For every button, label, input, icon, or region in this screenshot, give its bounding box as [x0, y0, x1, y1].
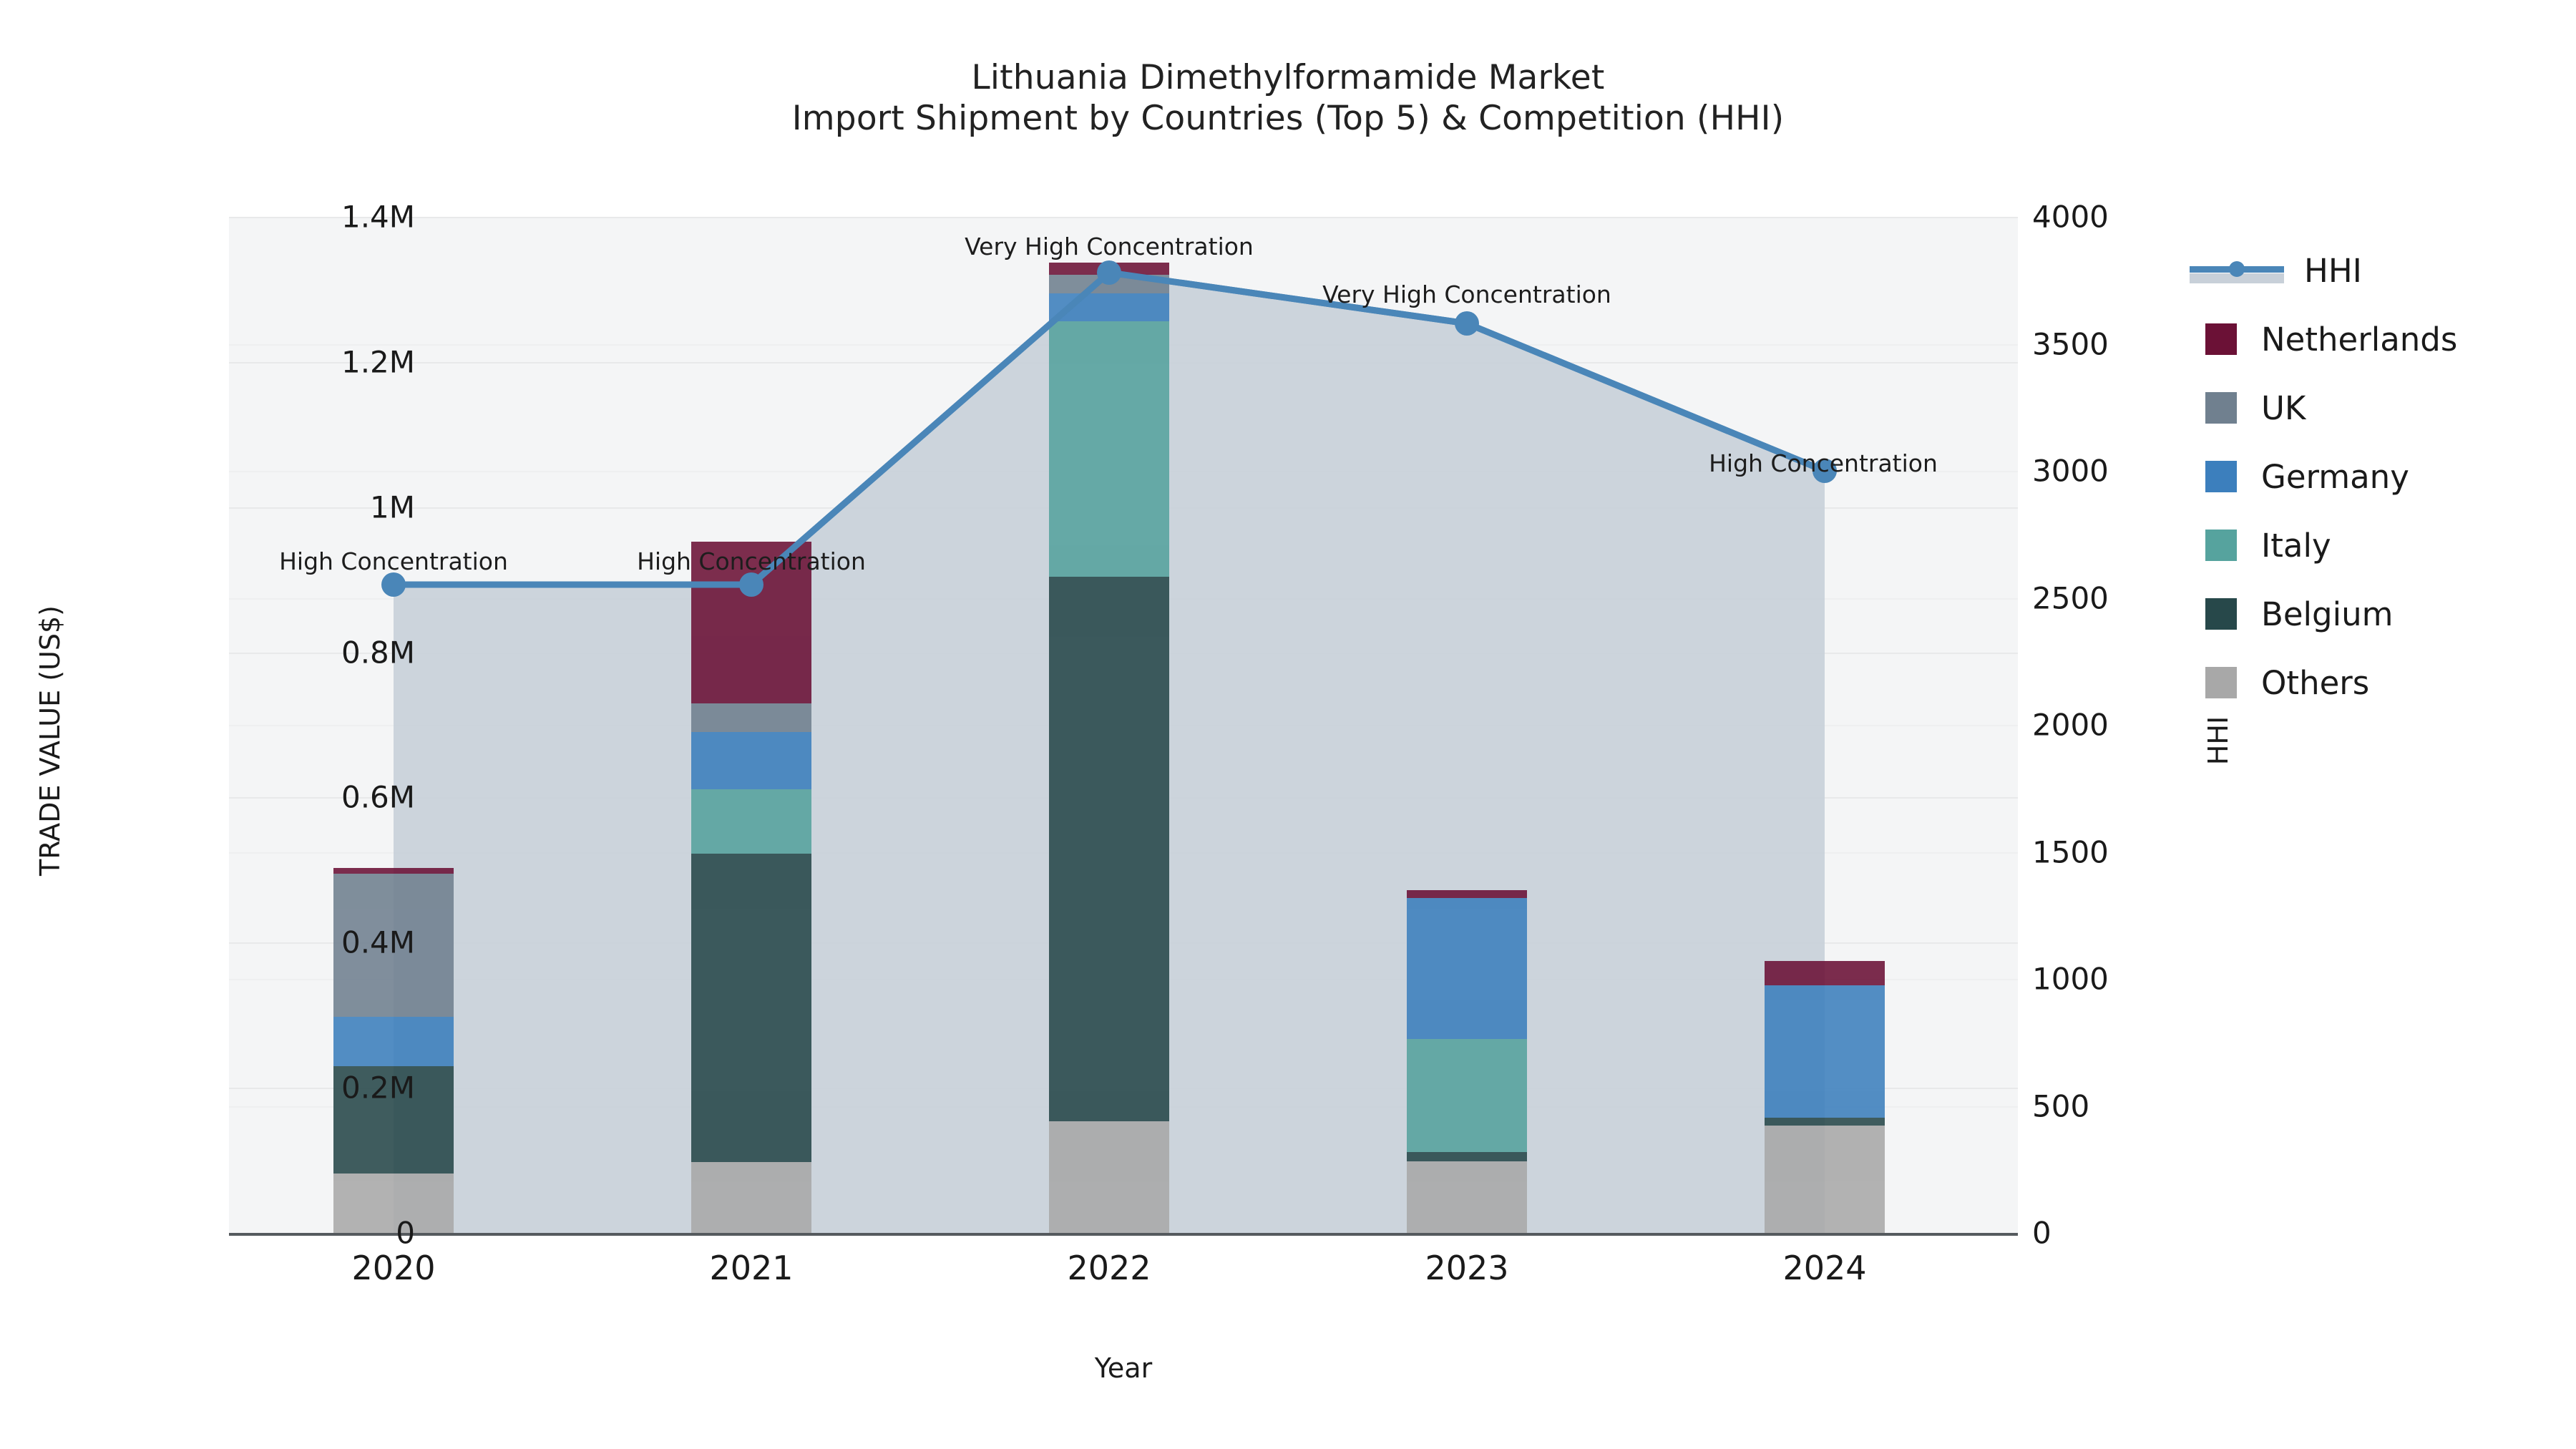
ytick-left-0.4M: 0.4M: [341, 924, 415, 960]
xtick-2022: 2022: [1067, 1249, 1151, 1287]
x-axis-line: [229, 1233, 2018, 1236]
ytick-right-1500: 1500: [2032, 834, 2109, 869]
bar-segment-italy[interactable]: [1049, 321, 1169, 577]
legend-swatch-netherlands: [2205, 323, 2237, 355]
ytick-left-0: 0: [396, 1215, 415, 1251]
legend: HHI Netherlands UK Germany Italy Belgium…: [2190, 236, 2457, 717]
bar-segment-others[interactable]: [333, 1174, 454, 1233]
bar-segment-belgium[interactable]: [333, 1066, 454, 1174]
bar-segment-uk[interactable]: [333, 874, 454, 1017]
ytick-right-2500: 2500: [2032, 580, 2109, 615]
ytick-left-0.8M: 0.8M: [341, 635, 415, 670]
legend-item-uk[interactable]: UK: [2190, 374, 2457, 442]
bar-2022[interactable]: [1049, 263, 1169, 1233]
x-axis-label: Year: [1094, 1352, 1153, 1384]
ytick-right-500: 500: [2032, 1088, 2090, 1123]
bar-segment-belgium[interactable]: [691, 854, 811, 1162]
hhi-point-2023: [1455, 311, 1479, 336]
y-axis-label-left: TRADE VALUE (US$): [34, 605, 66, 876]
legend-label-belgium: Belgium: [2261, 595, 2394, 633]
xtick-2023: 2023: [1425, 1249, 1509, 1287]
ytick-left-1M: 1M: [370, 489, 415, 525]
bar-segment-uk[interactable]: [691, 703, 811, 732]
legend-item-germany[interactable]: Germany: [2190, 442, 2457, 511]
legend-label-uk: UK: [2261, 389, 2306, 427]
bar-2023[interactable]: [1407, 890, 1527, 1233]
xtick-2024: 2024: [1782, 1249, 1867, 1287]
bar-segment-germany[interactable]: [691, 732, 811, 789]
bar-segment-netherlands[interactable]: [691, 542, 811, 703]
chart-title: Lithuania Dimethylformamide Market Impor…: [0, 57, 2576, 140]
legend-label-germany: Germany: [2261, 457, 2409, 496]
legend-item-others[interactable]: Others: [2190, 648, 2457, 717]
hhi-markers: [381, 260, 1837, 597]
legend-swatch-belgium: [2205, 598, 2237, 630]
bar-segment-others[interactable]: [1049, 1121, 1169, 1233]
plot-area: [229, 217, 2018, 1234]
hhi-point-2020: [381, 572, 406, 597]
ytick-left-1.4M: 1.4M: [341, 199, 415, 235]
legend-swatch-italy: [2205, 530, 2237, 561]
bar-segment-netherlands[interactable]: [1407, 890, 1527, 898]
hhi-point-2021: [739, 572, 763, 597]
bar-segment-others[interactable]: [691, 1162, 811, 1233]
hhi-point-2024: [1813, 459, 1837, 483]
legend-label-italy: Italy: [2261, 526, 2331, 565]
annotation-2021: High Concentration: [637, 547, 866, 575]
ytick-left-0.2M: 0.2M: [341, 1070, 415, 1106]
chart-title-line-1: Lithuania Dimethylformamide Market: [971, 58, 1605, 97]
legend-swatch-germany: [2205, 461, 2237, 492]
bar-segment-belgium[interactable]: [1049, 577, 1169, 1121]
bar-2021[interactable]: [691, 542, 811, 1233]
legend-label-others: Others: [2261, 663, 2370, 702]
hhi-point-2022: [1097, 260, 1121, 285]
annotation-2022: Very High Concentration: [965, 233, 1254, 260]
bar-segment-belgium[interactable]: [1407, 1152, 1527, 1161]
ytick-right-4000: 4000: [2032, 199, 2109, 235]
legend-item-hhi[interactable]: HHI: [2190, 236, 2457, 305]
ytick-left-1.2M: 1.2M: [341, 344, 415, 380]
legend-label-hhi: HHI: [2304, 251, 2362, 290]
bar-segment-germany[interactable]: [333, 1017, 454, 1066]
ytick-right-1000: 1000: [2032, 961, 2109, 997]
xtick-2021: 2021: [709, 1249, 794, 1287]
chart-title-line-2: Import Shipment by Countries (Top 5) & C…: [791, 99, 1785, 139]
bar-2024[interactable]: [1765, 961, 1885, 1233]
ytick-right-2000: 2000: [2032, 707, 2109, 743]
bar-segment-germany[interactable]: [1407, 898, 1527, 1039]
ytick-right-3000: 3000: [2032, 453, 2109, 489]
hhi-line-top: [394, 269, 1826, 588]
legend-label-netherlands: Netherlands: [2261, 320, 2458, 358]
ytick-left-0.6M: 0.6M: [341, 779, 415, 815]
annotation-2024: High Concentration: [1709, 449, 1938, 477]
annotation-2023: Very High Concentration: [1322, 280, 1611, 308]
bar-segment-others[interactable]: [1407, 1161, 1527, 1233]
bar-segment-italy[interactable]: [691, 789, 811, 854]
ytick-right-3500: 3500: [2032, 326, 2109, 361]
legend-swatch-uk: [2205, 392, 2237, 424]
gridline: [229, 217, 2018, 218]
bar-segment-netherlands[interactable]: [1765, 961, 1885, 985]
bar-segment-germany[interactable]: [1765, 985, 1885, 1118]
legend-item-italy[interactable]: Italy: [2190, 511, 2457, 580]
ytick-right-0: 0: [2032, 1215, 2051, 1251]
bar-segment-netherlands[interactable]: [333, 868, 454, 874]
xtick-2020: 2020: [351, 1249, 436, 1287]
bar-2020[interactable]: [333, 868, 454, 1233]
bar-segment-belgium[interactable]: [1765, 1118, 1885, 1126]
legend-item-netherlands[interactable]: Netherlands: [2190, 305, 2457, 374]
hhi-line-icon: [2190, 255, 2284, 286]
legend-swatch-others: [2205, 667, 2237, 698]
bar-segment-italy[interactable]: [1407, 1039, 1527, 1152]
legend-item-belgium[interactable]: Belgium: [2190, 580, 2457, 648]
bar-segment-others[interactable]: [1765, 1126, 1885, 1233]
annotation-2020: High Concentration: [279, 547, 508, 575]
